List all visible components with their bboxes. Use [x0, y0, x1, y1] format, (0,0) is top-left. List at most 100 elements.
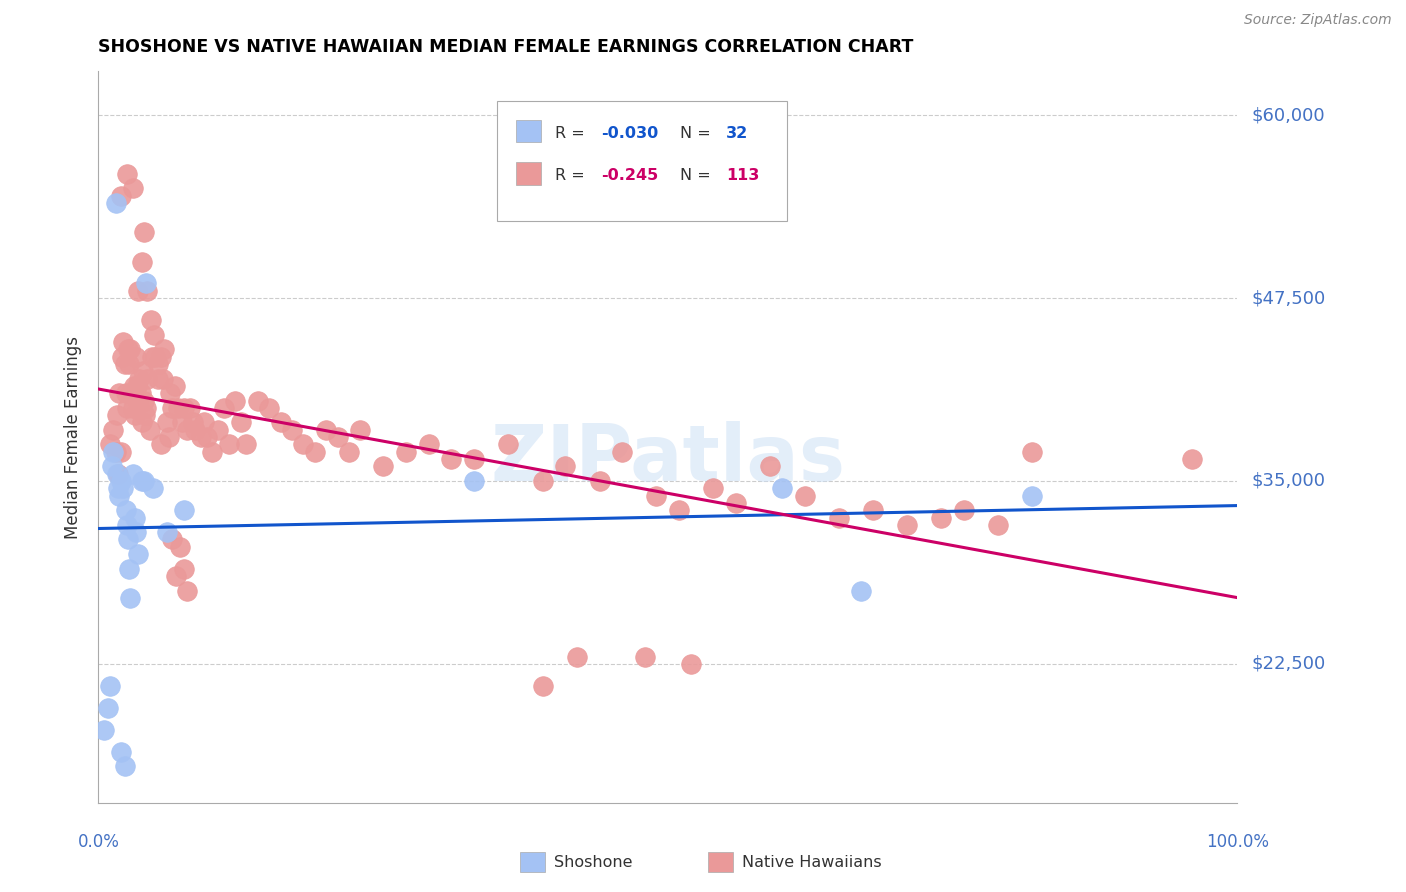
Point: [136, 284, 159, 298]
FancyBboxPatch shape: [498, 101, 787, 221]
Point: [118, 357, 141, 371]
Point: [143, 327, 166, 342]
Point: [1021, 489, 1043, 503]
Point: [218, 437, 240, 451]
Point: [93, 723, 115, 737]
Point: [725, 496, 748, 510]
Point: [127, 284, 149, 298]
Point: [108, 386, 131, 401]
Point: [179, 401, 201, 415]
Point: [170, 416, 193, 430]
Point: [246, 393, 269, 408]
Point: [114, 357, 136, 371]
Text: N =: N =: [681, 126, 716, 141]
Point: [1021, 444, 1043, 458]
Point: [235, 437, 257, 451]
Point: [107, 467, 129, 481]
Point: [463, 452, 485, 467]
Point: [127, 547, 149, 561]
Point: [141, 350, 163, 364]
Point: [193, 416, 215, 430]
Point: [114, 386, 136, 401]
Point: [162, 401, 184, 415]
Point: [184, 423, 207, 437]
Text: $35,000: $35,000: [1251, 472, 1326, 490]
Point: [96, 700, 118, 714]
Point: [851, 583, 873, 598]
Point: [987, 517, 1010, 532]
Point: [101, 459, 124, 474]
Point: [162, 533, 184, 547]
Point: [304, 444, 326, 458]
Point: [152, 371, 174, 385]
Point: [105, 467, 128, 481]
Point: [1181, 452, 1204, 467]
Text: R =: R =: [555, 169, 591, 184]
Point: [110, 188, 132, 202]
Point: [111, 350, 134, 364]
Point: [326, 430, 349, 444]
Text: Shoshone: Shoshone: [554, 855, 633, 870]
Bar: [707, 852, 733, 872]
Point: [395, 444, 418, 458]
Point: [118, 562, 141, 576]
Point: [153, 343, 176, 357]
Point: [929, 510, 952, 524]
Point: [142, 481, 165, 495]
Text: -0.245: -0.245: [600, 169, 658, 184]
Point: [98, 437, 121, 451]
Bar: [516, 162, 541, 185]
Text: 100.0%: 100.0%: [1206, 833, 1268, 851]
Text: $47,500: $47,500: [1251, 289, 1326, 307]
Point: [173, 562, 195, 576]
Text: Native Hawaiians: Native Hawaiians: [742, 855, 882, 870]
Text: $22,500: $22,500: [1251, 655, 1326, 673]
Point: [139, 313, 162, 327]
Point: [112, 334, 135, 349]
Point: [418, 437, 440, 451]
Point: [634, 649, 657, 664]
Point: [862, 503, 884, 517]
Point: [110, 474, 132, 488]
Point: [953, 503, 976, 517]
Point: [124, 510, 146, 524]
Point: [117, 343, 139, 357]
Point: [270, 416, 292, 430]
Point: [132, 393, 155, 408]
Point: [163, 379, 186, 393]
Point: [129, 386, 152, 401]
Point: [156, 416, 179, 430]
Point: [103, 423, 125, 437]
Text: 113: 113: [725, 169, 759, 184]
Point: [132, 474, 155, 488]
Point: [105, 408, 128, 422]
Point: [167, 401, 190, 415]
Point: [165, 569, 187, 583]
Point: [679, 657, 702, 671]
Point: [292, 437, 315, 451]
Text: $60,000: $60,000: [1251, 106, 1324, 124]
Point: [229, 416, 252, 430]
Point: [114, 503, 136, 517]
Point: [115, 517, 138, 532]
Point: [121, 181, 143, 195]
Point: [131, 474, 153, 488]
Point: [110, 745, 132, 759]
Y-axis label: Median Female Earnings: Median Female Earnings: [65, 335, 83, 539]
Point: [120, 591, 142, 605]
Point: [107, 481, 129, 495]
Point: [201, 444, 224, 458]
Point: [207, 423, 229, 437]
Point: [112, 481, 135, 495]
Point: [122, 379, 145, 393]
Point: [114, 759, 136, 773]
Point: [104, 444, 127, 458]
Point: [159, 386, 181, 401]
Point: [127, 393, 149, 408]
Point: [157, 430, 180, 444]
Text: -0.030: -0.030: [600, 126, 658, 141]
Point: [121, 401, 143, 415]
Point: [146, 371, 169, 385]
Point: [135, 277, 157, 291]
Text: SHOSHONE VS NATIVE HAWAIIAN MEDIAN FEMALE EARNINGS CORRELATION CHART: SHOSHONE VS NATIVE HAWAIIAN MEDIAN FEMAL…: [98, 38, 914, 56]
